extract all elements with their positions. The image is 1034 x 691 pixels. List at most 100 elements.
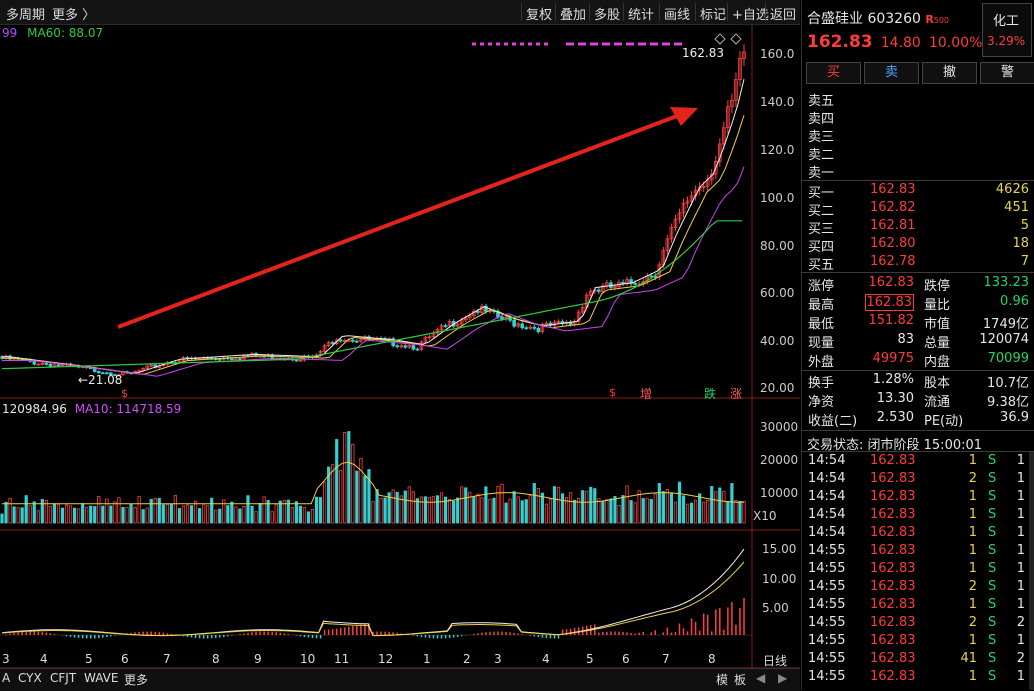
candle-body	[294, 359, 299, 362]
volume-bar	[105, 498, 109, 524]
sector-box[interactable]: 化工 3.29%	[982, 3, 1032, 57]
bid-level-label: 买三	[808, 222, 835, 237]
volume-bar	[544, 503, 549, 524]
volume-bar	[456, 497, 460, 524]
signal-marker: $	[609, 386, 616, 399]
alert-button[interactable]: 警	[980, 62, 1034, 84]
month-label: 11	[334, 652, 350, 666]
volume-bar	[605, 499, 609, 524]
trade-side: S	[988, 669, 997, 684]
volume-bar	[516, 496, 520, 524]
trade-volume: 1	[968, 489, 977, 504]
price-axis-label: 80.00	[760, 239, 795, 253]
bid-volume: 4626	[995, 182, 1029, 197]
volume-bar	[234, 506, 238, 524]
cancel-order-button[interactable]: 撤	[922, 62, 977, 84]
toolbar-button-4[interactable]: 画线	[664, 8, 691, 23]
scroll-right-icon[interactable]: ▶	[778, 671, 788, 685]
stat-value: 70099	[987, 351, 1029, 366]
period-selector[interactable]: 多周期	[6, 8, 46, 23]
volume-bar	[218, 508, 222, 524]
volume-bar	[145, 507, 149, 524]
candle-body	[101, 372, 105, 375]
more-menu[interactable]: 更多 〉	[52, 8, 96, 23]
kline-chart[interactable]	[0, 25, 800, 690]
tab-more[interactable]: 更多	[124, 673, 149, 687]
volume-bar	[222, 499, 226, 524]
volume-bar	[439, 492, 444, 524]
stat-label: 流通	[924, 395, 951, 410]
toolbar-button-2[interactable]: 多股	[594, 8, 621, 23]
toolbar-button-6[interactable]: +自选	[732, 8, 769, 23]
volume-bar	[403, 490, 407, 524]
volume-bar	[185, 504, 190, 524]
trades-scrollbar[interactable]	[1029, 452, 1034, 690]
candle-body	[536, 327, 541, 333]
trade-count: 1	[1016, 507, 1025, 522]
volume-bar	[371, 501, 375, 524]
volume-bar	[609, 498, 613, 524]
volume-bar	[258, 503, 262, 524]
candle-body	[145, 365, 149, 369]
month-label: 12	[378, 652, 394, 666]
candlestick-series	[0, 44, 746, 377]
trade-count: 1	[1016, 543, 1025, 558]
candle-body	[447, 320, 452, 327]
toolbar-button-3[interactable]: 统计	[628, 8, 655, 23]
volume-bar	[93, 506, 97, 524]
candle-body	[601, 285, 605, 292]
volume-bar	[44, 500, 48, 524]
volume-bar	[520, 500, 524, 524]
volume-bar	[149, 498, 153, 524]
volume-bar	[706, 500, 710, 524]
month-label: 3	[494, 652, 502, 666]
candle-body	[423, 337, 428, 343]
stat-label: 跌停	[924, 279, 951, 294]
volume-bar	[266, 499, 270, 524]
volume-bar	[427, 496, 432, 524]
candle-body	[415, 348, 420, 351]
tab-wave[interactable]: WAVE	[84, 671, 119, 685]
trade-count: 1	[1016, 633, 1025, 648]
volume-bar	[129, 503, 133, 524]
daily-period-label[interactable]: 日线	[763, 654, 788, 668]
toolbar-button-5[interactable]: 标记	[700, 8, 727, 23]
candle-body	[113, 374, 117, 377]
volume-bar	[573, 499, 577, 524]
volume-bar	[206, 505, 210, 524]
volume-bar	[113, 501, 117, 524]
candle-body	[238, 358, 242, 361]
candle-body	[742, 51, 746, 59]
trade-count: 1	[1016, 489, 1025, 504]
last-price-label: 162.83	[682, 46, 724, 60]
candle-body	[580, 306, 585, 313]
sell-button[interactable]: 卖	[864, 62, 919, 84]
trade-price: 162.83	[870, 669, 916, 684]
candle-body	[407, 345, 412, 348]
tab-mo[interactable]: 模	[716, 673, 729, 687]
stat-value: 1749亿	[982, 317, 1029, 332]
toolbar-button-0[interactable]: 复权	[526, 8, 553, 23]
tab-ban[interactable]: 板	[734, 673, 747, 687]
ma5-line	[2, 79, 745, 374]
tab-cfjt[interactable]: CFJT	[50, 671, 77, 685]
volume-bar	[399, 495, 403, 524]
month-label: 5	[586, 652, 594, 666]
trade-side: S	[988, 507, 997, 522]
stats-divider	[802, 370, 1034, 371]
toolbar-button-1[interactable]: 叠加	[560, 8, 587, 23]
stats-divider	[802, 430, 1034, 431]
buy-button[interactable]: 买	[806, 62, 861, 84]
ma10-line	[2, 114, 745, 375]
bid-price: 162.83	[870, 182, 916, 197]
toolbar-button-7[interactable]: 返回	[770, 8, 797, 23]
month-label: 4	[40, 652, 48, 666]
volume-bar	[480, 497, 484, 524]
stat-value: 13.30	[876, 391, 914, 406]
scroll-left-icon[interactable]: ◀	[756, 671, 766, 685]
tab-a[interactable]: A	[2, 671, 11, 685]
volume-bar	[407, 486, 411, 524]
candle-body	[330, 342, 335, 345]
tab-cyx[interactable]: CYX	[18, 671, 42, 685]
sector-change: 3.29%	[987, 34, 1026, 48]
